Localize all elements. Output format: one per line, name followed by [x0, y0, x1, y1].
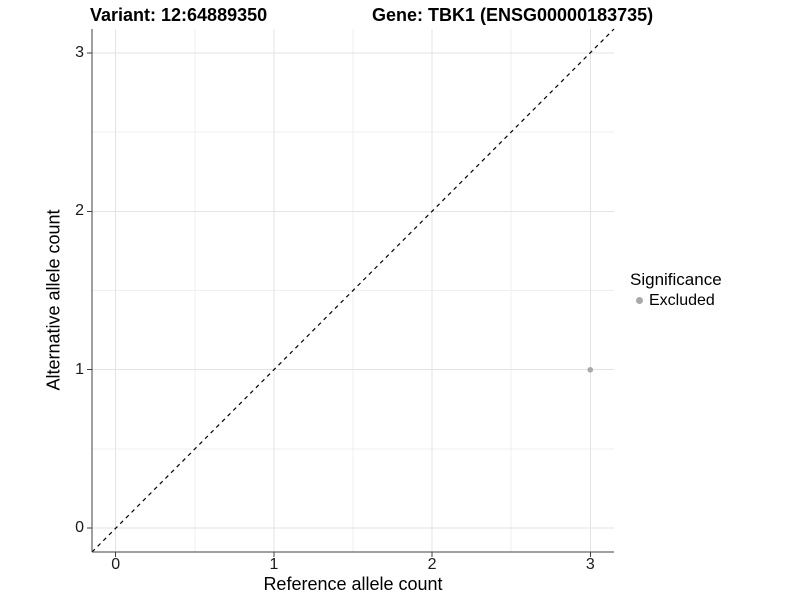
legend: Significance Excluded [630, 269, 722, 310]
identity-reference-line [91, 28, 615, 553]
data-point [587, 366, 594, 373]
legend-items: Excluded [630, 291, 722, 310]
x-tick-label: 1 [269, 556, 279, 573]
legend-dot-icon [636, 297, 643, 304]
x-tick-label: 0 [111, 556, 121, 573]
y-tick-label: 0 [75, 519, 84, 537]
y-tick-label: 1 [75, 360, 84, 378]
y-tick-label: 3 [75, 43, 84, 61]
variant-title: Variant: 12:64889350 [90, 5, 268, 25]
x-tick-label: 3 [585, 556, 595, 573]
x-tick-label: 2 [427, 556, 437, 573]
gene-title: Gene: TBK1 (ENSG00000183735) [372, 5, 654, 25]
legend-title: Significance [630, 270, 722, 289]
y-axis-title: Alternative allele count [43, 209, 64, 391]
x-axis-title: Reference allele count [263, 574, 443, 594]
y-tick-label: 2 [75, 202, 84, 220]
legend-item-label: Excluded [649, 292, 715, 309]
legend-item: Excluded [630, 291, 722, 310]
